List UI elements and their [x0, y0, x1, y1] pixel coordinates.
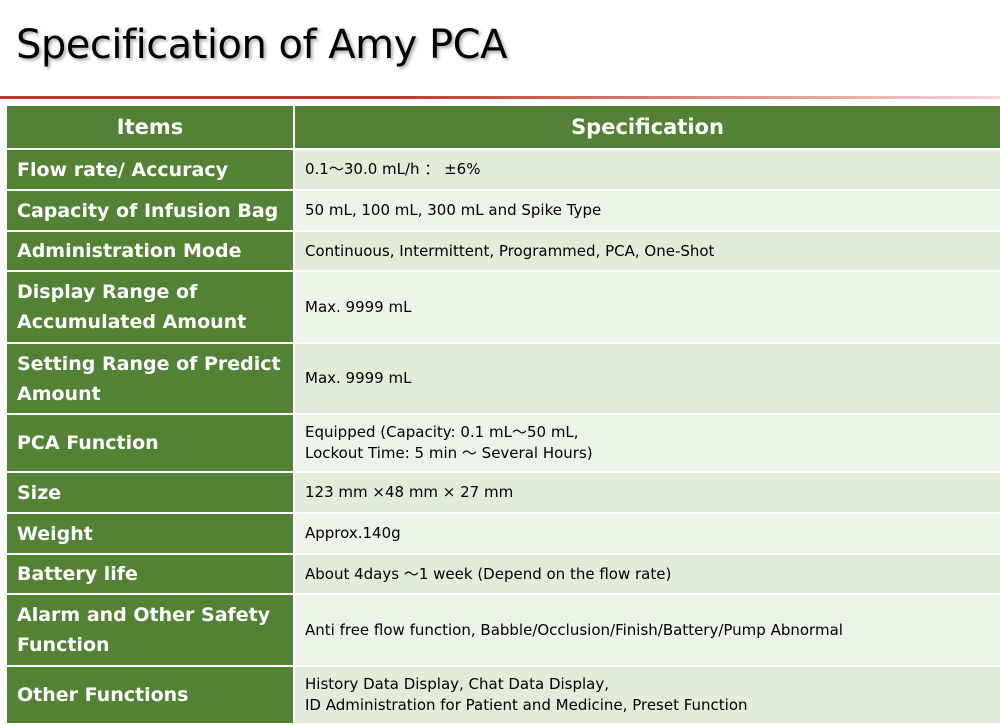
table-row: Administration Mode Continuous, Intermit…: [5, 230, 1000, 272]
table-row: Alarm and Other Safety Function Anti fre…: [5, 593, 1000, 667]
row-spec: History Data Display, Chat Data Display,…: [293, 665, 1000, 725]
table-row: Flow rate/ Accuracy 0.1～30.0 mL/h ： ±6%: [5, 148, 1000, 191]
page-title: Specification of Amy PCA: [16, 22, 507, 68]
table-row: Weight Approx.140g: [5, 512, 1000, 555]
row-item: PCA Function: [5, 413, 295, 473]
row-item: Other Functions: [5, 665, 295, 725]
row-item: Administration Mode: [5, 230, 295, 272]
table-row: Display Range of Accumulated Amount Max.…: [5, 270, 1000, 344]
table-header-row: Items Specification: [5, 104, 1000, 150]
row-item: Alarm and Other Safety Function: [5, 593, 295, 667]
row-spec: 123 mm ×48 mm × 27 mm: [293, 471, 1000, 514]
row-item: Size: [5, 471, 295, 514]
row-item: Weight: [5, 512, 295, 555]
table-row: Capacity of Infusion Bag 50 mL, 100 mL, …: [5, 189, 1000, 232]
specification-table: Items Specification Flow rate/ Accuracy …: [5, 104, 1000, 725]
table-row: Setting Range of Predict Amount Max. 999…: [5, 342, 1000, 415]
row-spec: About 4days ～1 week (Depend on the flow …: [293, 553, 1000, 595]
row-item: Display Range of Accumulated Amount: [5, 270, 295, 344]
row-item: Flow rate/ Accuracy: [5, 148, 295, 191]
header-items: Items: [5, 104, 295, 150]
row-item: Capacity of Infusion Bag: [5, 189, 295, 232]
table-row: Other Functions History Data Display, Ch…: [5, 665, 1000, 725]
header-specification: Specification: [293, 104, 1000, 150]
row-item: Setting Range of Predict Amount: [5, 342, 295, 415]
row-spec: 50 mL, 100 mL, 300 mL and Spike Type: [293, 189, 1000, 232]
row-spec: Continuous, Intermittent, Programmed, PC…: [293, 230, 1000, 272]
row-spec: Max. 9999 mL: [293, 342, 1000, 415]
table-row: PCA Function Equipped (Capacity: 0.1 mL～…: [5, 413, 1000, 473]
row-spec: Max. 9999 mL: [293, 270, 1000, 344]
table-row: Battery life About 4days ～1 week (Depend…: [5, 553, 1000, 595]
title-underline: [0, 96, 1000, 99]
row-spec: 0.1～30.0 mL/h ： ±6%: [293, 148, 1000, 191]
table-row: Size 123 mm ×48 mm × 27 mm: [5, 471, 1000, 514]
row-spec: Anti free flow function, Babble/Occlusio…: [293, 593, 1000, 667]
row-item: Battery life: [5, 553, 295, 595]
row-spec: Approx.140g: [293, 512, 1000, 555]
row-spec: Equipped (Capacity: 0.1 mL～50 mL, Lockou…: [293, 413, 1000, 473]
